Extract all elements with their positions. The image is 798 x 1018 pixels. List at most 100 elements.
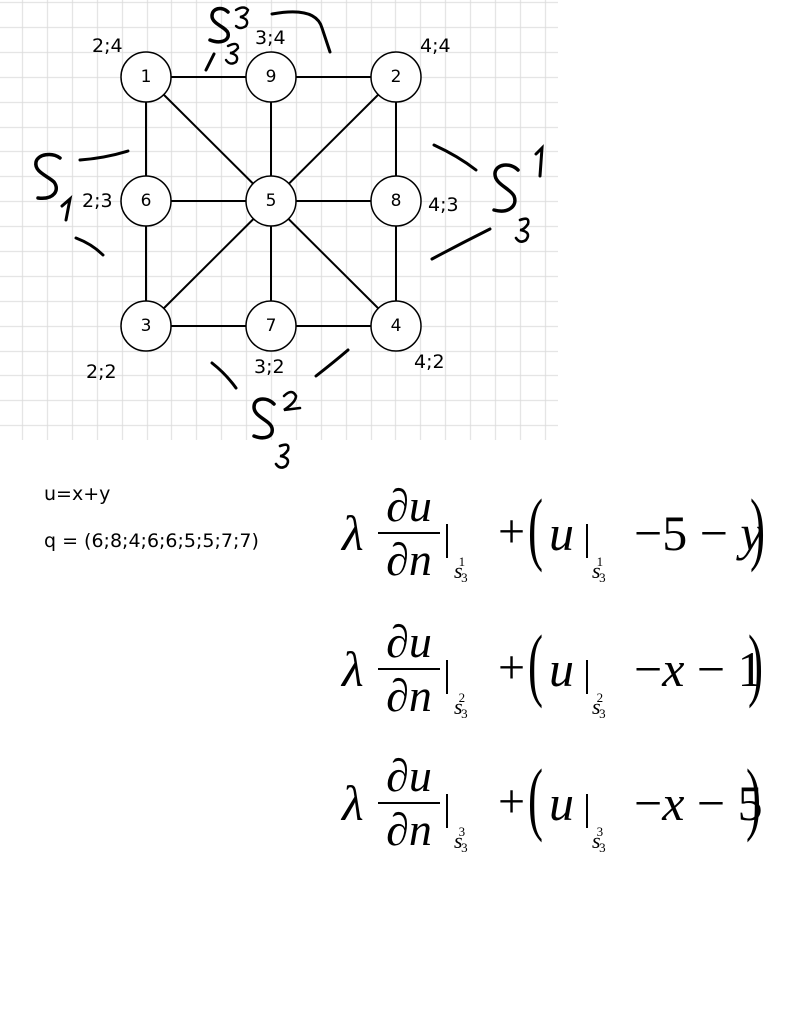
- lambda-symbol: λ: [342, 505, 364, 561]
- tail-suffix: − 1: [684, 641, 763, 697]
- u-definition: u=x+y: [44, 483, 111, 505]
- fraction-numerator: ∂u: [386, 750, 432, 801]
- right-paren: ): [748, 618, 764, 709]
- subscript-letter: s: [454, 694, 463, 719]
- u-variable: u: [549, 505, 574, 561]
- tail-variable: x: [662, 775, 685, 831]
- subscript-letter: s: [592, 694, 601, 719]
- node-5: 5: [245, 175, 297, 227]
- node-3: 3: [120, 300, 172, 352]
- coord-label-node-6: 2;3: [82, 190, 113, 212]
- node-2: 2: [370, 51, 422, 103]
- handwritten-sup-right: [534, 144, 544, 178]
- node-5-label: 5: [266, 191, 277, 211]
- boundary-subscript-u: s33: [592, 824, 606, 856]
- fraction-bar: [378, 532, 440, 534]
- right-paren: ): [750, 482, 766, 573]
- evaluation-bar-u: [586, 524, 588, 558]
- side-label-left: S 1: [34, 149, 130, 257]
- node-1-label: 1: [141, 67, 152, 87]
- left-paren: (: [528, 482, 544, 573]
- handwritten-s-bottom: [252, 397, 276, 440]
- tail-prefix: −: [634, 641, 663, 697]
- coord-label-node-3: 2;2: [86, 361, 117, 383]
- subscript-superscript: 1: [458, 554, 466, 569]
- tail-suffix: − 5: [684, 775, 763, 831]
- q-vector: q = (6;8;4;6;6;5;5;7;7): [44, 530, 259, 552]
- side-tick-bottom-right: [314, 348, 350, 378]
- u-variable: u: [549, 641, 574, 697]
- tail-variable: y: [740, 505, 763, 561]
- node-8-label: 8: [391, 191, 402, 211]
- subscript-superscript: 1: [596, 554, 604, 569]
- subscript-superscript: 2: [596, 690, 604, 705]
- side-label-top: S 3 3: [204, 6, 332, 72]
- left-paren: (: [528, 752, 544, 843]
- handwritten-s-right: [492, 163, 520, 213]
- coord-label-node-2: 4;4: [420, 35, 451, 57]
- tail-prefix: −: [634, 775, 663, 831]
- handwritten-sub-left: [60, 195, 73, 222]
- plus-sign: +: [498, 505, 526, 558]
- derivative-fraction: ∂u ∂n: [378, 618, 440, 720]
- side-tick-right-top: [432, 143, 478, 172]
- fraction-denominator: ∂n: [386, 670, 432, 721]
- coord-label-node-7: 3;2: [254, 356, 285, 378]
- boundary-condition-3: λ ∂u ∂n s33 + ( u s33 −x − 5 ): [342, 752, 782, 862]
- handwritten-sup-bottom: [282, 390, 302, 412]
- side-tick-left-bottom: [74, 236, 105, 257]
- subscript-index: 3: [461, 570, 468, 585]
- evaluation-bar: [446, 524, 448, 558]
- subscript-index: 3: [461, 840, 468, 855]
- boundary-subscript: s13: [454, 554, 468, 586]
- fraction-denominator: ∂n: [386, 534, 432, 585]
- evaluation-bar: [446, 660, 448, 694]
- fraction-bar: [378, 802, 440, 804]
- side-label-bottom: S 3 2: [210, 348, 350, 469]
- derivative-fraction: ∂u ∂n: [378, 482, 440, 584]
- subscript-letter: s: [454, 558, 463, 583]
- node-7: 7: [245, 300, 297, 352]
- evaluation-bar: [446, 794, 448, 828]
- node-9-label: 9: [266, 67, 277, 87]
- handwritten-sub-right: [514, 217, 530, 243]
- plus-sign: +: [498, 641, 526, 694]
- equation-tail: −5 − y: [634, 504, 763, 562]
- subscript-superscript: 3: [458, 824, 466, 839]
- lambda-symbol: λ: [342, 775, 364, 831]
- side-tick-left-top: [78, 149, 130, 162]
- node-6-label: 6: [141, 191, 152, 211]
- node-8: 8: [370, 175, 422, 227]
- coord-label-node-9: 3;4: [255, 27, 286, 49]
- evaluation-bar-u: [586, 660, 588, 694]
- side-label-right: S 3 1: [430, 143, 544, 261]
- boundary-condition-1: λ ∂u ∂n s13 + ( u s13 −5 − y ): [342, 482, 782, 592]
- node-1: 1: [120, 51, 172, 103]
- equation-tail: −x − 5: [634, 774, 763, 832]
- boundary-subscript-u: s23: [592, 690, 606, 722]
- node-6: 6: [120, 175, 172, 227]
- subscript-superscript: 2: [458, 690, 466, 705]
- subscript-index: 3: [461, 706, 468, 721]
- evaluation-bar-u: [586, 794, 588, 828]
- node-3-label: 3: [141, 316, 152, 336]
- subscript-index: 3: [599, 570, 606, 585]
- coord-label-node-4: 4;2: [414, 351, 445, 373]
- boundary-subscript-u: s13: [592, 554, 606, 586]
- tail-variable: x: [662, 641, 685, 697]
- u-variable: u: [549, 775, 574, 831]
- left-paren: (: [528, 618, 544, 709]
- fraction-bar: [378, 668, 440, 670]
- lambda-symbol: λ: [342, 641, 364, 697]
- finite-element-mesh: 1 9 2 6 5 8 3 7 4 2;4 3;4 4;4 2;3 4;3 2;…: [34, 6, 544, 469]
- subscript-letter: s: [592, 828, 601, 853]
- plus-sign: +: [498, 775, 526, 828]
- boundary-condition-2: λ ∂u ∂n s23 + ( u s23 −x − 1 ): [342, 618, 782, 728]
- boundary-subscript: s23: [454, 690, 468, 722]
- subscript-index: 3: [599, 706, 606, 721]
- fraction-numerator: ∂u: [386, 616, 432, 667]
- node-7-label: 7: [266, 316, 277, 336]
- node-4-label: 4: [391, 316, 402, 336]
- tail-prefix: −5 −: [634, 505, 741, 561]
- node-2-label: 2: [391, 67, 402, 87]
